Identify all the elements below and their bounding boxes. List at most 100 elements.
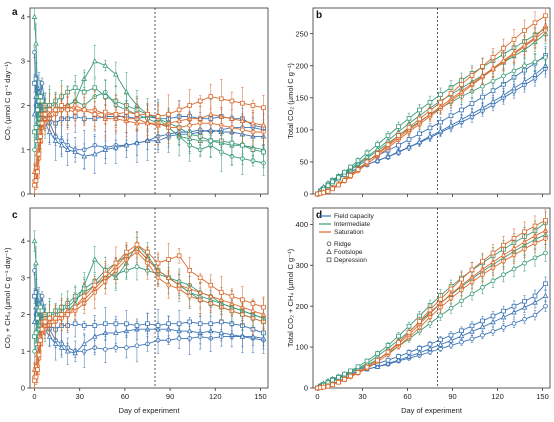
x-tick-label: 120 [209,392,222,401]
plot-frame [312,207,551,389]
data-point [81,89,87,95]
data-point [342,178,347,183]
data-point [103,94,108,99]
x-tick-label: 90 [448,392,456,401]
data-point [511,235,517,241]
x-tick-label: 150 [536,392,549,401]
data-point [113,321,119,327]
data-point [459,82,464,87]
data-point [155,323,161,328]
data-point [342,371,347,377]
data-point [239,333,246,339]
data-point [39,120,45,126]
data-point [448,337,454,343]
data-point [543,217,548,223]
data-point [144,119,151,126]
data-point [187,319,192,325]
data-point [543,250,548,256]
data-point [427,345,433,351]
data-point [176,107,182,113]
data-point [336,182,341,188]
data-point [32,348,37,354]
y-tick-label: 1 [21,145,25,154]
y-tick-label: 0 [21,384,25,393]
data-point [35,169,40,175]
panel-letter: b [316,10,322,21]
data-point [176,321,182,327]
data-point [469,323,475,329]
data-point [144,256,151,262]
data-point [113,260,119,266]
data-point [36,352,42,358]
data-point [396,133,401,138]
data-point [32,293,37,299]
series-line [34,52,264,151]
data-point [176,253,182,259]
data-point [459,328,464,334]
data-point [207,111,214,117]
data-point [47,107,52,113]
data-point [39,80,45,86]
data-point [240,142,245,148]
data-point [438,99,443,105]
data-point [81,293,87,299]
data-point [187,293,192,299]
data-point [102,62,109,68]
data-point [459,339,464,345]
data-point [355,364,361,370]
data-point [33,290,39,295]
data-point [417,346,422,351]
data-point [64,146,71,152]
y-tick-label: 50 [300,158,308,167]
data-point [336,175,341,180]
data-point [427,341,433,347]
data-point [438,296,443,302]
legend-marker [326,241,332,247]
data-point [52,137,59,143]
data-point [417,131,422,137]
data-point [103,109,108,115]
y-tick-label: 200 [295,302,308,311]
y-axis-label: Total CO₂ + CH₄ (µmol C g⁻¹) [286,248,295,347]
data-point [197,115,203,121]
data-point [448,332,454,338]
data-point [459,107,464,113]
x-tick-label: 120 [491,392,504,401]
data-point [458,116,465,122]
data-point [490,318,496,325]
x-axis-label: Day of experiment [119,406,181,415]
panel-a: a 0 1 2 3 4 CO₂ (µmol C g⁻¹ day⁻¹) [3,7,269,199]
data-point [59,103,64,108]
data-point [490,88,496,94]
data-point [511,68,517,74]
data-point [113,329,119,335]
data-point [229,140,235,146]
y-tick-label: 3 [21,273,25,282]
data-point [511,309,517,315]
data-point [501,272,506,277]
data-point [42,319,48,325]
data-point [532,59,538,65]
data-point [521,42,528,48]
legend-label: Field capacity [334,213,374,220]
data-point [364,159,370,165]
data-point [406,137,412,142]
plot-frame [29,7,269,195]
legend-label: Footslope [334,249,363,256]
data-point [448,305,454,311]
data-point [375,351,380,356]
legend-label: Ridge [334,241,351,248]
data-point [46,333,53,339]
data-point [336,379,341,385]
data-point [490,55,496,60]
series-line [34,16,264,151]
data-point [166,321,171,327]
data-point [38,134,43,139]
data-point [501,242,506,248]
data-point [208,321,214,327]
data-point [469,73,475,78]
data-point [490,65,496,71]
data-point [543,55,548,60]
data-point [375,142,380,147]
